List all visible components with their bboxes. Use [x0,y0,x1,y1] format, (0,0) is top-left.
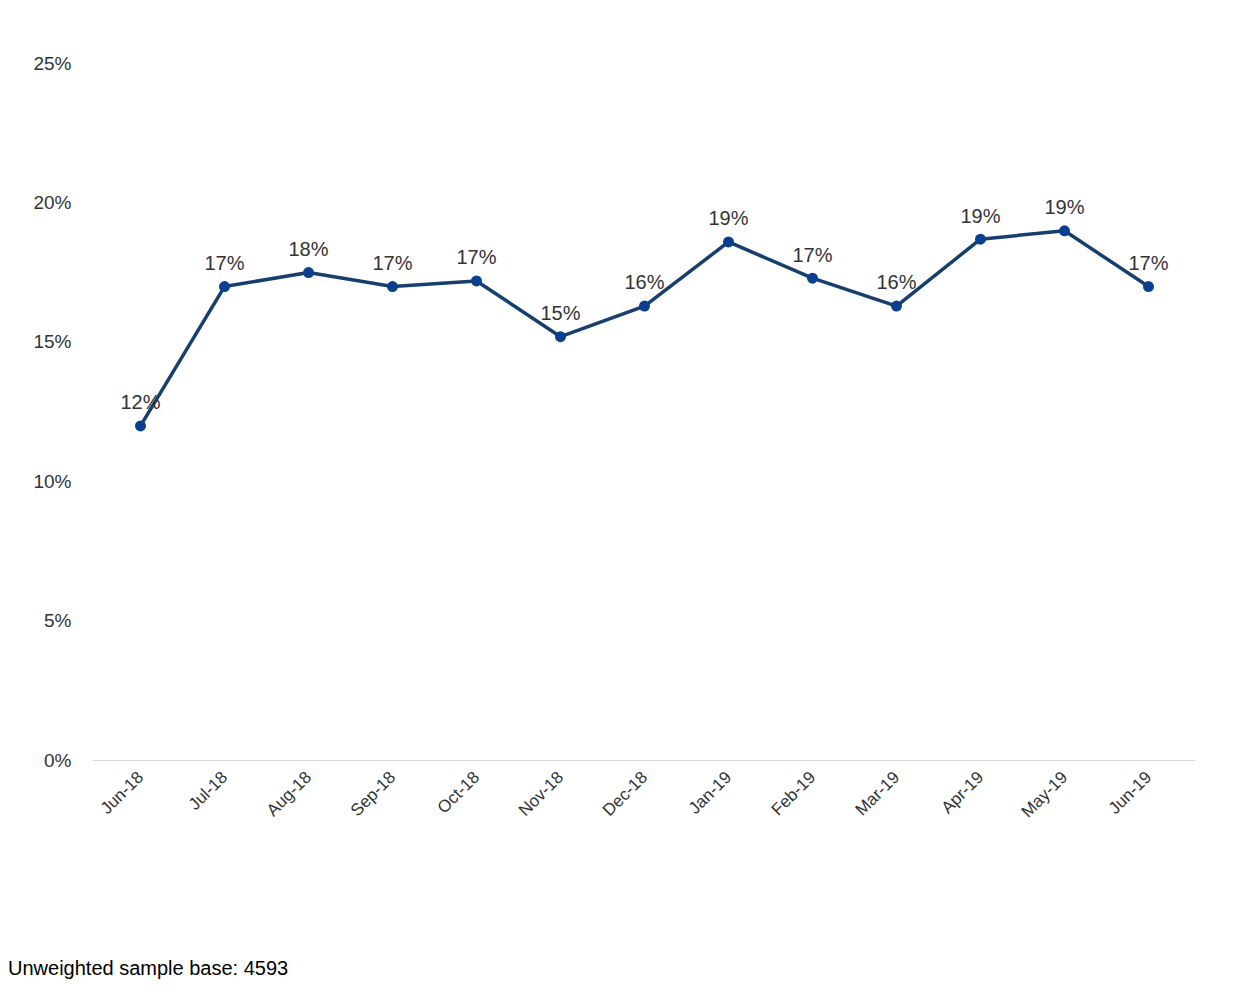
svg-text:0%: 0% [44,750,72,771]
svg-text:17%: 17% [456,246,496,268]
svg-text:19%: 19% [708,207,748,229]
svg-text:20%: 20% [33,192,71,213]
svg-text:15%: 15% [33,331,71,352]
svg-text:18%: 18% [288,238,328,260]
svg-text:16%: 16% [876,271,916,293]
svg-text:Feb-19: Feb-19 [768,768,820,820]
svg-text:Oct-18: Oct-18 [434,768,484,818]
svg-text:Mar-19: Mar-19 [852,768,904,820]
svg-text:5%: 5% [44,610,72,631]
svg-text:Jul-18: Jul-18 [185,768,231,814]
svg-text:17%: 17% [792,244,832,266]
svg-text:19%: 19% [960,205,1000,227]
svg-text:17%: 17% [204,252,244,274]
svg-text:12%: 12% [120,391,160,413]
html-text:Unweighted sample base: 4593: Unweighted sample base: 4593 [8,957,289,979]
svg-text:19%: 19% [1044,196,1084,218]
svg-text:10%: 10% [33,471,71,492]
svg-text:Jan-19: Jan-19 [685,768,735,818]
svg-text:May-19: May-19 [1018,768,1072,822]
svg-text:Dec-18: Dec-18 [599,768,651,820]
svg-text:Jun-19: Jun-19 [1105,768,1155,818]
svg-text:17%: 17% [1128,252,1168,274]
svg-text:25%: 25% [33,53,71,74]
svg-text:Aug-18: Aug-18 [263,768,315,820]
svg-text:Sep-18: Sep-18 [347,768,399,820]
svg-text:16%: 16% [624,271,664,293]
svg-text:Jun-18: Jun-18 [97,768,147,818]
svg-text:Nov-18: Nov-18 [515,768,567,820]
svg-text:17%: 17% [372,252,412,274]
svg-text:Apr-19: Apr-19 [938,768,988,818]
svg-text:15%: 15% [540,302,580,324]
